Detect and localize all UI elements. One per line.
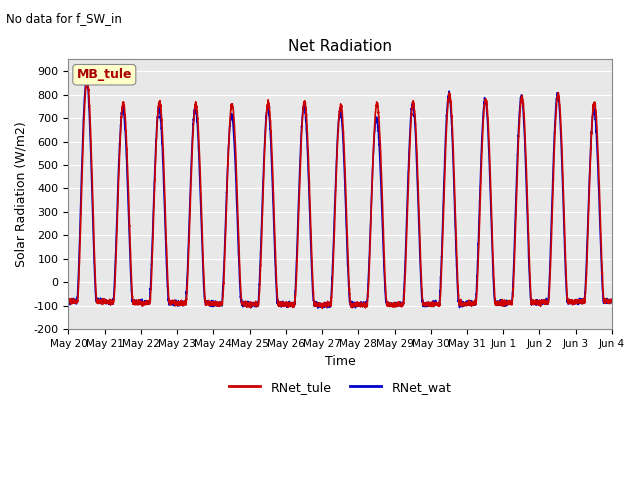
RNet_wat [83,75,91,81]
RNet_wat [65,298,72,303]
RNet_wat [462,301,470,307]
Line: RNet_tule: RNet_tule [68,79,612,308]
Legend: RNet_tule, RNet_wat: RNet_tule, RNet_wat [224,376,456,399]
Line: RNet_wat: RNet_wat [68,78,612,308]
RNet_wat [163,252,170,258]
RNet_tule [493,300,500,305]
Text: No data for f_SW_in: No data for f_SW_in [6,12,122,25]
RNet_tule [83,76,90,82]
RNet_wat [432,301,440,307]
RNet_wat [320,304,328,310]
X-axis label: Time: Time [324,355,356,368]
RNet_wat [493,300,500,305]
Title: Net Radiation: Net Radiation [288,39,392,54]
RNet_wat [608,299,616,305]
RNet_tule [432,302,440,308]
RNet_tule [320,301,328,307]
RNet_wat [314,305,322,311]
RNet_tule [607,299,615,304]
RNet_wat [607,298,615,303]
Y-axis label: Solar Radiation (W/m2): Solar Radiation (W/m2) [15,121,28,267]
Text: MB_tule: MB_tule [77,68,132,81]
RNet_tule [65,296,72,302]
RNet_tule [319,305,326,311]
RNet_tule [462,300,470,305]
RNet_tule [163,236,170,241]
RNet_tule [608,299,616,304]
